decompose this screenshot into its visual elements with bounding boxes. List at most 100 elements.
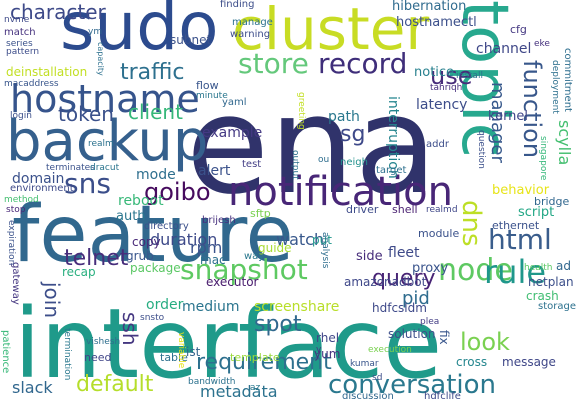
word: character xyxy=(10,0,106,24)
word: traffic xyxy=(120,60,185,85)
word: ist xyxy=(186,345,201,359)
word: singapore xyxy=(538,136,548,181)
word: mode xyxy=(136,167,176,183)
word: cluster xyxy=(232,0,430,63)
word: output xyxy=(290,150,300,180)
word: stop xyxy=(6,205,26,215)
word: example xyxy=(202,125,263,141)
word: install xyxy=(456,71,483,81)
word: table xyxy=(160,351,188,364)
word: topic xyxy=(447,0,521,158)
word: pid xyxy=(402,288,430,309)
word: channel xyxy=(476,41,532,57)
word: grub xyxy=(126,249,154,263)
word: cfg xyxy=(510,23,527,36)
word: cross xyxy=(456,355,488,369)
word: environment xyxy=(10,183,74,194)
word: mac xyxy=(200,253,226,267)
word: y xyxy=(316,345,322,355)
word: target xyxy=(376,165,407,176)
word: default xyxy=(76,372,154,397)
word: series xyxy=(6,39,33,49)
word: interface xyxy=(14,288,443,400)
word: ou xyxy=(318,155,330,165)
word: realmd xyxy=(426,205,458,215)
word: behavior xyxy=(492,183,550,198)
word: slack xyxy=(12,378,53,397)
word: subnet xyxy=(170,33,212,47)
word: notice xyxy=(414,65,455,80)
word: need xyxy=(84,351,112,364)
word: token xyxy=(58,102,114,126)
word: realm xyxy=(88,139,114,149)
word: hostnamectl xyxy=(396,15,477,30)
word: terminates xyxy=(46,163,95,173)
word: snsto xyxy=(140,313,165,323)
word: method xyxy=(4,195,39,205)
word: netplan xyxy=(528,275,574,289)
word: node xyxy=(438,253,513,288)
word: addr xyxy=(426,139,449,150)
word: medium xyxy=(182,299,240,315)
word: manage xyxy=(232,17,273,28)
word: rhel xyxy=(316,331,340,345)
word: ethernet xyxy=(492,219,540,232)
word: put xyxy=(312,233,332,247)
word: order xyxy=(146,297,184,313)
word: gateway xyxy=(10,262,21,305)
word: telnet xyxy=(64,246,129,271)
word: hibernation xyxy=(392,0,467,14)
word: scylla xyxy=(555,120,574,166)
word: amazonadbot xyxy=(344,275,427,289)
word: module xyxy=(418,227,460,240)
word: store xyxy=(238,47,309,80)
word: pattern xyxy=(6,47,40,57)
word: directory xyxy=(144,221,189,232)
word: patience xyxy=(0,330,11,374)
word: vishesh xyxy=(86,337,121,347)
word: rule xyxy=(484,253,547,291)
word: backup xyxy=(6,109,209,174)
word: health xyxy=(524,263,553,273)
word: sudo xyxy=(60,0,219,65)
word: flow xyxy=(196,79,219,92)
word: way xyxy=(244,251,265,262)
word: copy xyxy=(132,235,161,249)
word: script xyxy=(518,205,555,220)
word: function xyxy=(518,60,546,159)
word: sd xyxy=(372,373,383,383)
word: termination xyxy=(62,328,72,381)
word: eke xyxy=(534,39,550,49)
word: record xyxy=(318,47,408,80)
word: deinstallation xyxy=(6,65,88,79)
word: executor xyxy=(206,275,259,289)
word: variable xyxy=(176,332,186,369)
word: hostname xyxy=(10,77,200,121)
word: sns xyxy=(64,167,111,200)
word: nvme xyxy=(4,15,30,25)
word: side xyxy=(356,249,383,264)
word: notification xyxy=(228,169,453,215)
word: sftp xyxy=(250,207,271,220)
word: capacity xyxy=(96,42,105,76)
word: duration xyxy=(150,230,218,249)
word: rpm xyxy=(190,238,223,257)
word: question xyxy=(476,130,486,169)
word: auth xyxy=(116,209,146,224)
word: use xyxy=(430,62,473,90)
word: screenshare xyxy=(254,299,340,315)
word: storage xyxy=(538,301,576,312)
word: bridge xyxy=(534,195,570,208)
word: discussion xyxy=(342,391,394,402)
word: client xyxy=(128,100,183,124)
word: hdfcsldm xyxy=(372,301,427,315)
word: requirement xyxy=(196,350,332,375)
word: yaml xyxy=(222,97,247,108)
word: yum xyxy=(314,347,341,361)
word: solution xyxy=(388,327,436,341)
word: watch xyxy=(276,230,325,249)
word: analysis xyxy=(320,232,330,269)
word: minute xyxy=(196,91,228,101)
word: plea xyxy=(420,317,440,327)
